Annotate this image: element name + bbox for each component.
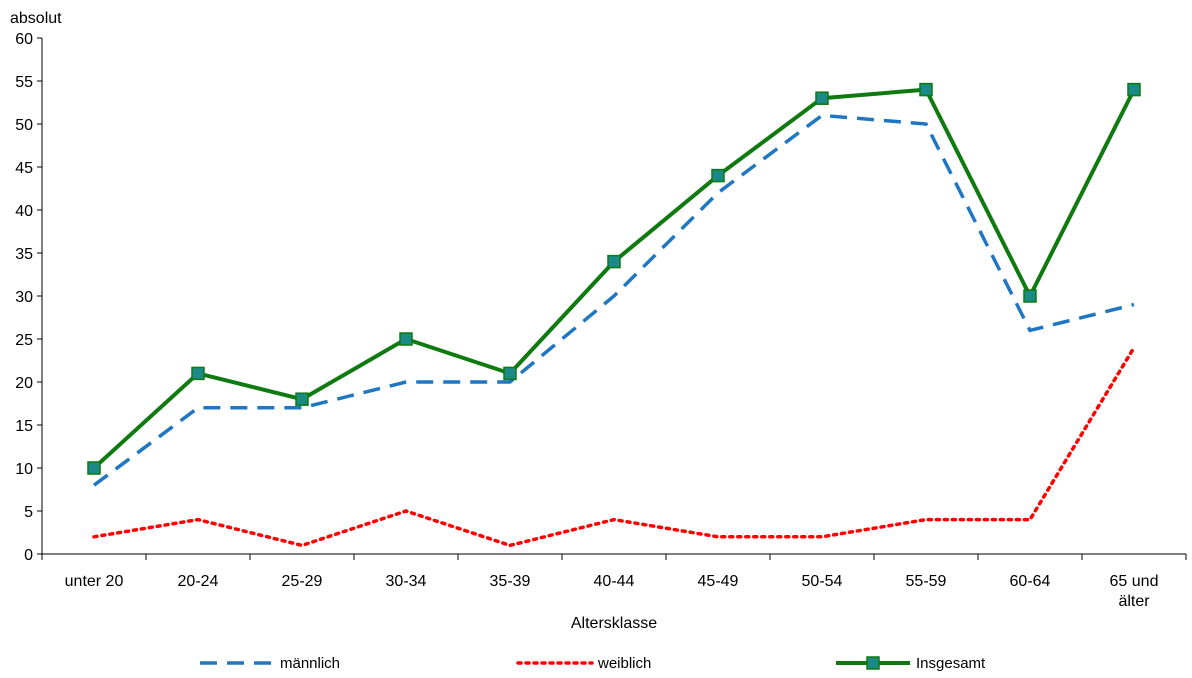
y-tick-label: 5 (24, 504, 33, 521)
data-point-marker (191, 366, 205, 381)
y-tick-label: 25 (15, 332, 33, 349)
y-tick-label: 35 (15, 246, 33, 263)
x-axis: unter 20 20-24 25-29 30-34 35-39 40-44 45-49 50… (41, 553, 1187, 610)
data-point-marker (399, 332, 413, 346)
plot-area (87, 82, 1141, 548)
x-tick-label: 35-39 (490, 573, 531, 590)
data-point-marker (919, 82, 933, 97)
x-tick-label: 55-59 (906, 573, 947, 590)
x-axis-label: Altersklasse (571, 615, 657, 632)
y-axis: 0 5 10 15 20 25 30 35 40 45 50 55 60 (15, 31, 43, 564)
data-point-marker (295, 392, 309, 406)
y-tick-label: 10 (15, 461, 33, 478)
y-tick-label: 20 (15, 375, 33, 392)
x-tick-label: 45-49 (698, 573, 739, 590)
x-tick-label: 25-29 (282, 573, 323, 590)
y-tick-label: 40 (15, 203, 33, 220)
y-tick-label: 30 (15, 289, 33, 306)
x-tick-label: 65 und älter (1110, 573, 1159, 610)
data-point-marker (711, 168, 725, 183)
legend-marker (866, 656, 880, 670)
legend: männlich weiblich Insgesamt (200, 655, 986, 672)
x-tick-label: 60-64 (1010, 573, 1051, 590)
y-tick-label: 50 (15, 117, 33, 134)
y-axis-label: absolut (10, 10, 62, 27)
legend-label: weiblich (597, 655, 651, 672)
x-tick-label: 20-24 (178, 573, 219, 590)
y-tick-label: 60 (15, 31, 33, 48)
data-point-marker (87, 461, 101, 475)
data-point-marker (607, 254, 621, 269)
legend-label: Insgesamt (916, 655, 986, 672)
x-tick-label: 30-34 (386, 573, 427, 590)
data-point-marker (1023, 289, 1037, 303)
y-tick-label: 0 (24, 547, 33, 564)
y-tick-label: 55 (15, 74, 33, 91)
y-tick-label: 15 (15, 418, 33, 435)
data-point-marker (1127, 82, 1141, 97)
legend-label: männlich (280, 655, 340, 672)
series-line-insgesamt (92, 87, 1136, 470)
data-point-marker (503, 366, 517, 381)
data-point-marker (815, 91, 829, 105)
series-line-männlich (92, 113, 1135, 487)
y-tick-label: 45 (15, 160, 33, 177)
x-tick-label: 50-54 (802, 573, 843, 590)
series-line-weiblich (92, 345, 1136, 548)
x-tick-label: 40-44 (594, 573, 635, 590)
x-tick-label: unter 20 (65, 573, 124, 590)
